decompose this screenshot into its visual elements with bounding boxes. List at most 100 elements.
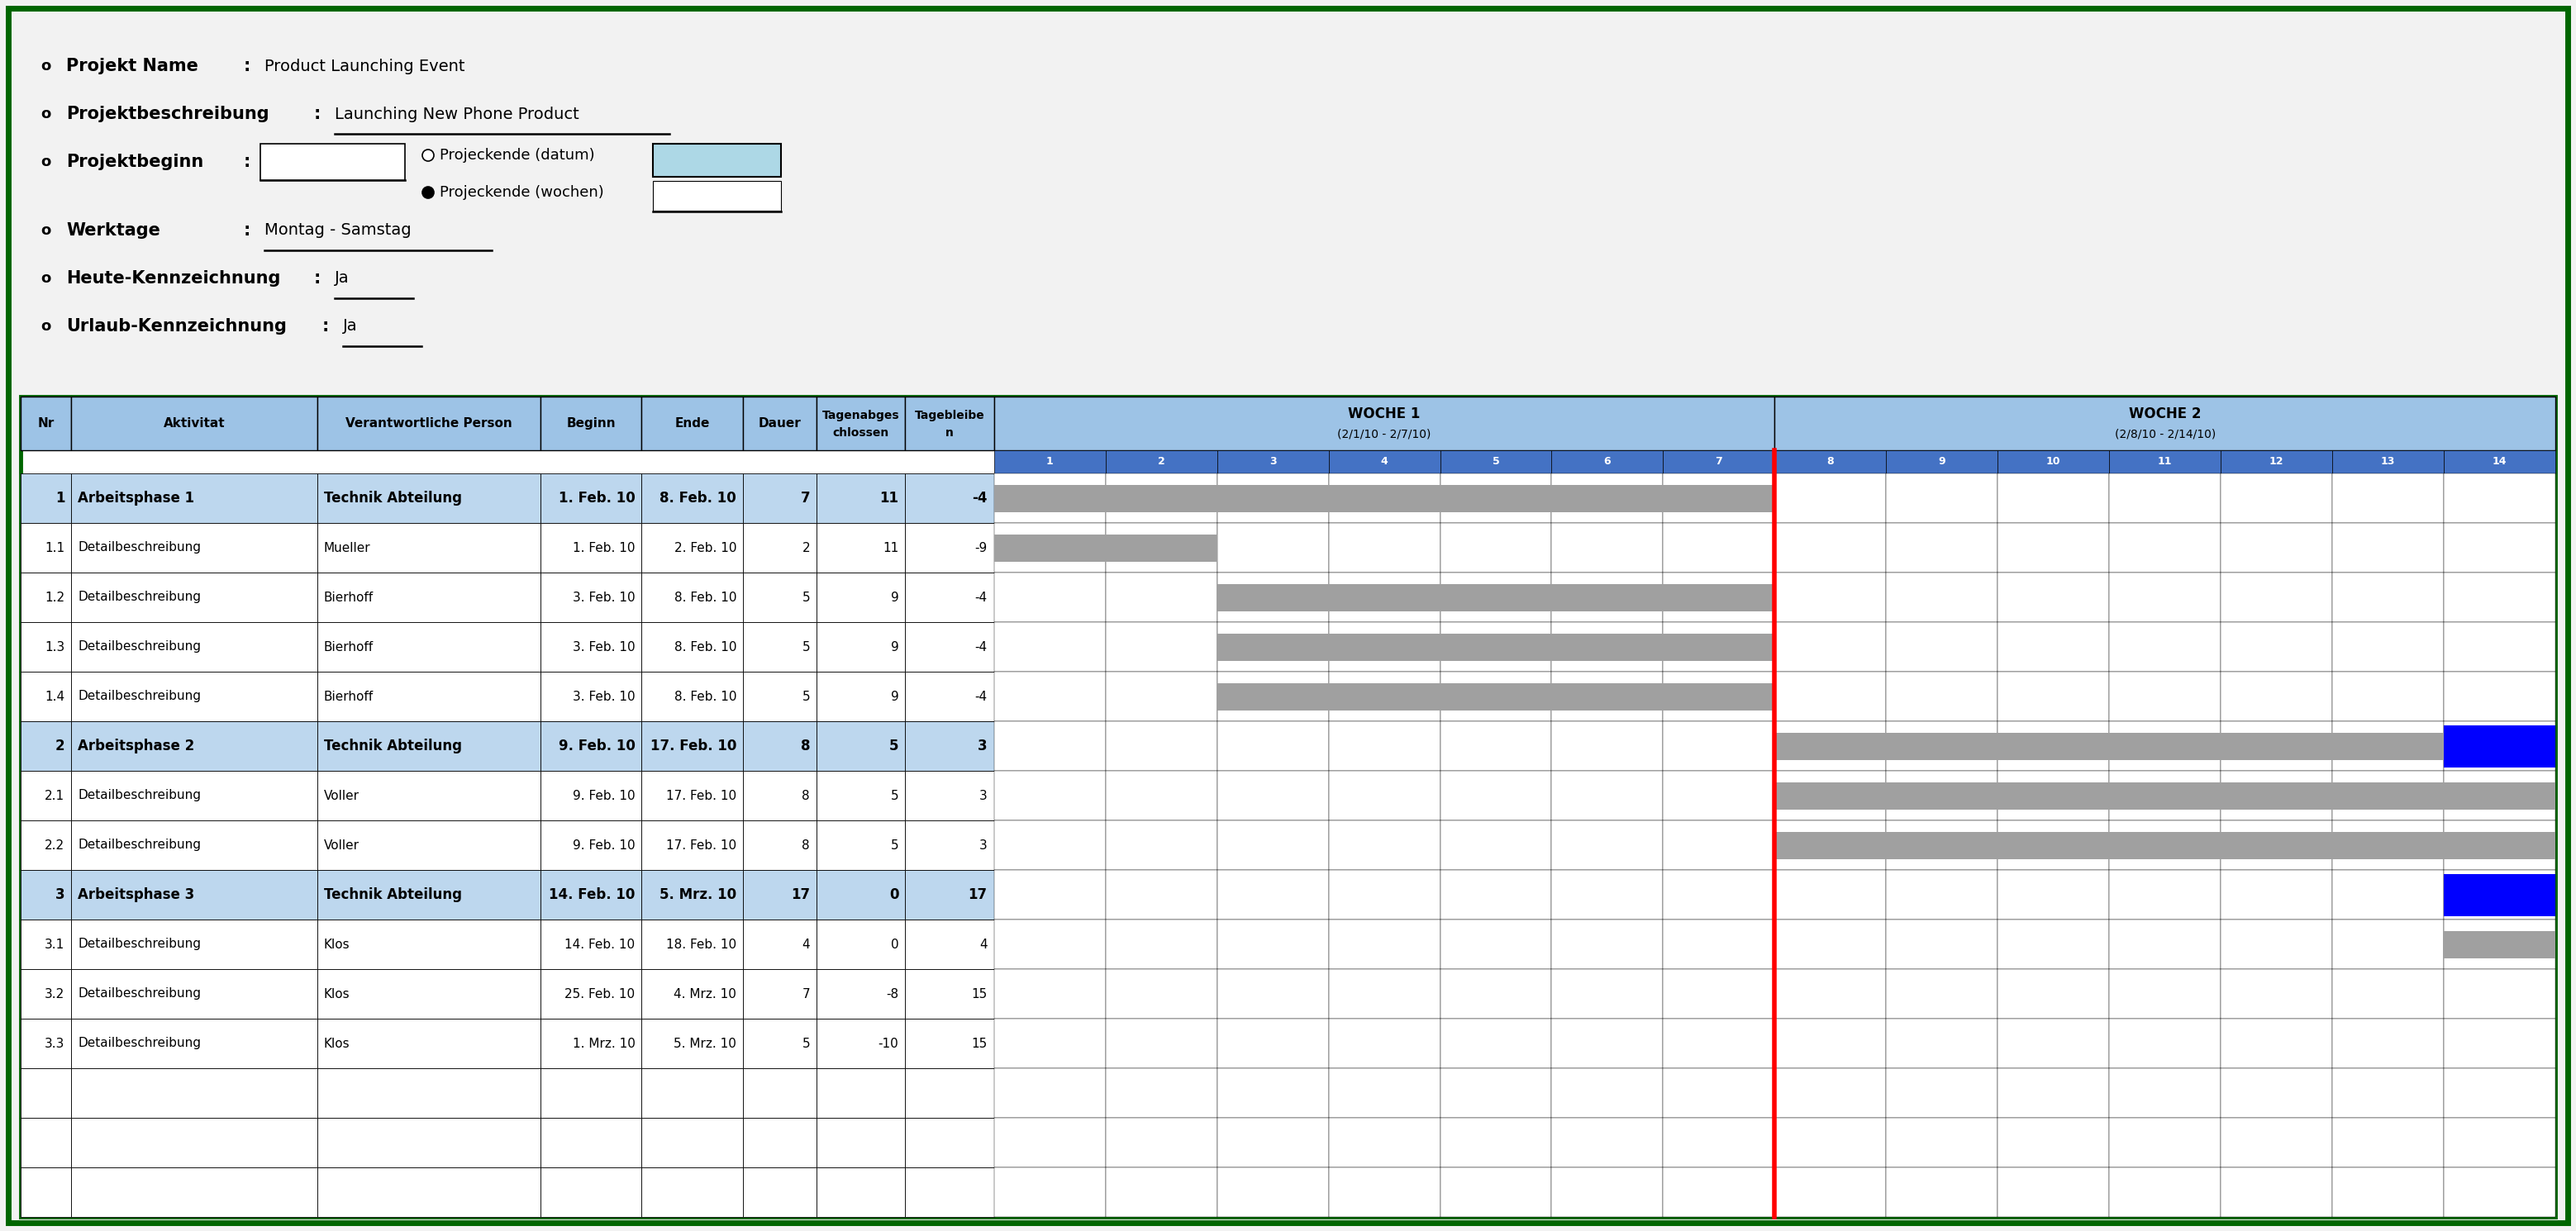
Bar	[1329, 1118, 1440, 1167]
Text: 5: 5	[801, 591, 809, 603]
Bar	[742, 672, 817, 721]
Bar	[1551, 1069, 1664, 1118]
Text: :: :	[245, 154, 250, 170]
Bar	[2331, 1069, 2445, 1118]
Text: o: o	[41, 271, 52, 286]
Bar	[742, 1167, 817, 1217]
Bar	[317, 1167, 541, 1217]
Text: Product Launching Event: Product Launching Event	[265, 58, 464, 74]
Text: 2.1: 2.1	[44, 789, 64, 801]
Bar	[1775, 622, 1886, 672]
Text: o: o	[41, 59, 52, 74]
Bar	[2445, 870, 2555, 920]
Bar	[1440, 1069, 1551, 1118]
Bar	[641, 969, 742, 1019]
Text: 5: 5	[801, 1038, 809, 1050]
Bar	[21, 523, 72, 572]
Bar	[641, 820, 742, 870]
Bar	[2445, 920, 2555, 969]
Bar	[2331, 870, 2445, 920]
Bar	[2221, 870, 2331, 920]
Bar	[2331, 969, 2445, 1019]
Text: Urlaub-Kennzeichnung: Urlaub-Kennzeichnung	[67, 318, 286, 335]
Bar	[2110, 969, 2221, 1019]
Text: -4: -4	[974, 640, 987, 654]
Text: WOCHE 2: WOCHE 2	[2128, 407, 2200, 422]
Text: Detailbeschreibung: Detailbeschreibung	[77, 938, 201, 950]
Bar	[817, 771, 904, 820]
Bar	[1440, 920, 1551, 969]
Bar	[21, 721, 72, 771]
Bar	[72, 572, 317, 622]
Bar	[21, 622, 72, 672]
Bar	[72, 672, 317, 721]
Bar	[2110, 451, 2221, 474]
Bar	[541, 721, 641, 771]
Bar	[2331, 721, 2445, 771]
Bar	[904, 572, 994, 622]
Bar	[742, 396, 817, 451]
Bar	[1440, 1118, 1551, 1167]
Bar	[21, 572, 72, 622]
Bar	[1216, 920, 1329, 969]
Bar	[2445, 771, 2555, 820]
Bar	[317, 771, 541, 820]
Text: -10: -10	[878, 1038, 899, 1050]
Bar	[904, 474, 994, 523]
Bar	[1105, 920, 1216, 969]
Bar	[1886, 1118, 1999, 1167]
Text: Detailbeschreibung: Detailbeschreibung	[77, 840, 201, 852]
Bar	[1216, 969, 1329, 1019]
Bar	[2110, 820, 2221, 870]
Bar	[1440, 870, 1551, 920]
Bar	[1216, 672, 1329, 721]
Bar	[1999, 870, 2110, 920]
Bar	[1105, 1019, 1216, 1069]
Bar	[2331, 622, 2445, 672]
Bar	[904, 396, 994, 451]
Bar	[1775, 969, 1886, 1019]
Bar	[652, 144, 781, 177]
Bar	[2221, 1069, 2331, 1118]
Bar	[994, 1069, 1105, 1118]
Bar	[742, 870, 817, 920]
Bar	[994, 622, 1105, 672]
Text: Klos: Klos	[325, 1038, 350, 1050]
Bar	[641, 572, 742, 622]
Bar	[1329, 1019, 1440, 1069]
Bar	[1329, 870, 1440, 920]
Bar	[72, 870, 317, 920]
Bar	[2221, 969, 2331, 1019]
Bar	[1329, 721, 1440, 771]
Text: 4. Mrz. 10: 4. Mrz. 10	[675, 987, 737, 1000]
Bar	[817, 1118, 904, 1167]
Bar	[641, 523, 742, 572]
Bar	[1440, 721, 1551, 771]
Bar	[1886, 870, 1999, 920]
Bar	[1664, 969, 1775, 1019]
Bar	[2221, 1167, 2331, 1217]
Bar	[317, 920, 541, 969]
Bar	[641, 870, 742, 920]
Bar	[1775, 920, 1886, 969]
Bar	[1664, 820, 1775, 870]
Text: Mueller: Mueller	[325, 542, 371, 554]
Text: 5. Mrz. 10: 5. Mrz. 10	[675, 1038, 737, 1050]
Text: :: :	[314, 270, 322, 287]
Bar	[2331, 820, 2445, 870]
Bar	[1999, 672, 2110, 721]
Text: 1.4: 1.4	[44, 691, 64, 703]
Bar	[21, 1167, 72, 1217]
Bar	[2445, 1167, 2555, 1217]
Bar	[904, 870, 994, 920]
Bar	[1440, 451, 1551, 474]
Bar	[1329, 622, 1440, 672]
Text: 4: 4	[979, 938, 987, 950]
Bar	[541, 820, 641, 870]
Bar	[1440, 1019, 1551, 1069]
Text: 3. Feb. 10: 3. Feb. 10	[572, 640, 636, 654]
Text: 10: 10	[2045, 457, 2061, 468]
Bar	[2110, 771, 2221, 820]
Bar	[72, 721, 317, 771]
Bar	[994, 820, 1105, 870]
